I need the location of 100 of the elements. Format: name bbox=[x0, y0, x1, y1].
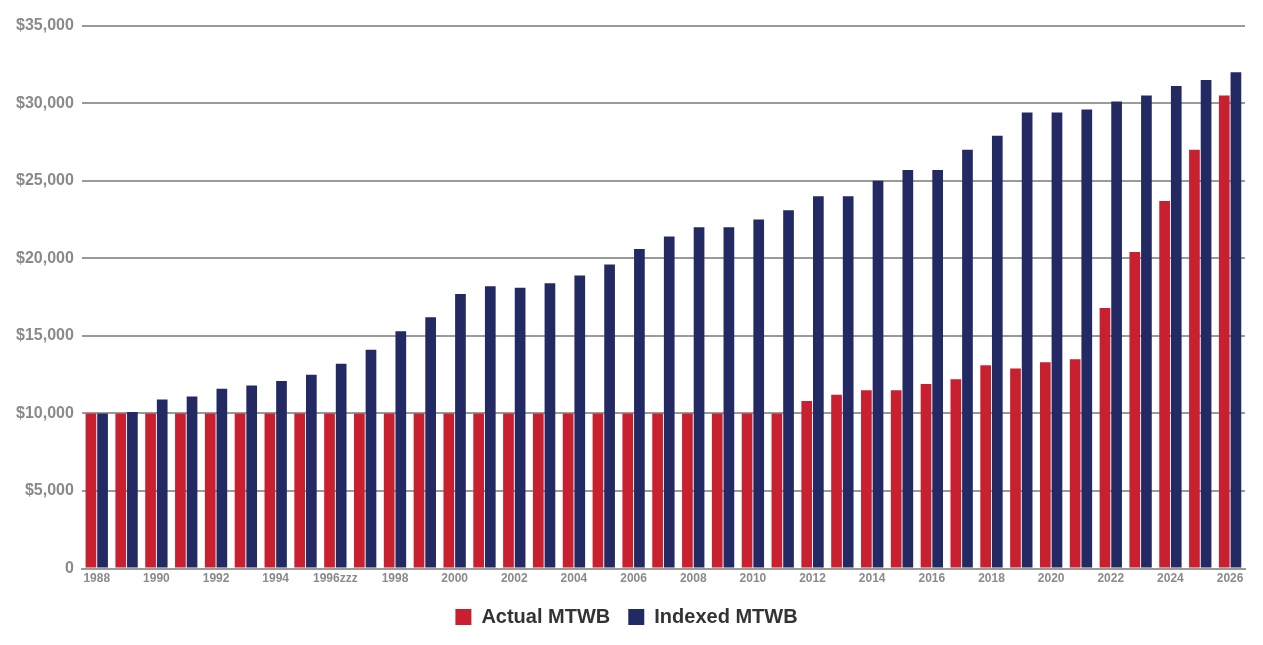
bar bbox=[455, 294, 466, 568]
bar bbox=[204, 413, 216, 568]
x-tick-label: 2014 bbox=[858, 571, 886, 586]
legend-label: Indexed MTWB bbox=[654, 604, 798, 627]
bar bbox=[514, 287, 526, 568]
x-tick-label: 2024 bbox=[1157, 571, 1185, 586]
bar bbox=[294, 413, 306, 568]
bar bbox=[622, 413, 634, 568]
y-tick-label: $25,000 bbox=[15, 171, 74, 189]
x-tick-label: 2020 bbox=[1037, 571, 1065, 586]
bar bbox=[324, 413, 335, 568]
bar bbox=[950, 379, 962, 568]
bar bbox=[413, 413, 425, 568]
x-tick-label: 1996zzz bbox=[312, 571, 358, 586]
bar bbox=[682, 413, 693, 568]
bar bbox=[890, 390, 902, 568]
bar bbox=[1129, 252, 1141, 568]
y-tick-label: $30,000 bbox=[15, 93, 74, 111]
bar bbox=[395, 331, 407, 568]
bar bbox=[1218, 95, 1230, 568]
bar bbox=[723, 227, 735, 568]
bar bbox=[604, 264, 615, 568]
x-tick-label: 1988 bbox=[83, 571, 111, 586]
y-tick-label: $10,000 bbox=[15, 403, 74, 421]
bar bbox=[1010, 368, 1021, 568]
x-tick-label: 2006 bbox=[620, 571, 648, 586]
bar bbox=[354, 413, 365, 568]
x-tick-label: 2022 bbox=[1097, 571, 1125, 586]
bar bbox=[443, 413, 455, 568]
bar bbox=[902, 169, 914, 568]
bar bbox=[1189, 149, 1200, 568]
bar bbox=[861, 390, 872, 568]
y-tick-label: 0 bbox=[64, 559, 74, 577]
bar bbox=[663, 236, 675, 568]
x-tick-label: 2002 bbox=[500, 571, 528, 586]
bar bbox=[872, 180, 884, 568]
bar bbox=[562, 413, 574, 568]
x-tick-label: 1998 bbox=[381, 571, 409, 586]
bar bbox=[115, 413, 127, 568]
bar bbox=[1069, 359, 1081, 568]
bar bbox=[741, 413, 753, 568]
bar bbox=[1141, 95, 1152, 568]
bar bbox=[264, 413, 276, 568]
bar bbox=[484, 286, 496, 568]
x-tick-label: 2016 bbox=[918, 571, 946, 586]
bar bbox=[962, 149, 973, 568]
bar bbox=[991, 135, 1003, 568]
bar bbox=[276, 380, 287, 568]
bar bbox=[1170, 86, 1182, 568]
y-tick-label: $5,000 bbox=[24, 481, 74, 499]
bar bbox=[216, 388, 228, 568]
bar bbox=[85, 413, 97, 568]
x-tick-label: 1992 bbox=[202, 571, 230, 586]
bar bbox=[503, 413, 514, 568]
y-tick-label: $20,000 bbox=[15, 248, 74, 266]
x-tick-label: 2000 bbox=[441, 571, 469, 586]
bar bbox=[932, 169, 944, 568]
bar bbox=[813, 196, 824, 568]
x-tick-label: 2012 bbox=[799, 571, 827, 586]
bar bbox=[532, 413, 544, 568]
bar bbox=[97, 413, 108, 568]
x-tick-label: 1990 bbox=[143, 571, 171, 586]
bar bbox=[693, 227, 705, 568]
bar bbox=[1111, 101, 1122, 568]
y-tick-label: $35,000 bbox=[15, 16, 74, 34]
bar bbox=[246, 385, 258, 568]
bar bbox=[473, 413, 484, 568]
bar bbox=[1099, 307, 1111, 568]
bar bbox=[305, 374, 317, 568]
bar bbox=[634, 249, 645, 568]
y-tick-label: $15,000 bbox=[15, 326, 74, 344]
bar bbox=[711, 413, 723, 568]
bar bbox=[831, 394, 842, 568]
bar bbox=[652, 413, 663, 568]
bar bbox=[783, 210, 794, 568]
x-tick-label: 2018 bbox=[978, 571, 1006, 586]
legend-label: Actual MTWB bbox=[481, 604, 611, 627]
bar bbox=[544, 283, 556, 568]
x-tick-label: 1994 bbox=[262, 571, 290, 586]
bar bbox=[1081, 109, 1093, 568]
bar bbox=[842, 196, 854, 568]
bar bbox=[592, 413, 604, 568]
bar bbox=[234, 413, 246, 568]
bar bbox=[980, 365, 992, 568]
bar bbox=[145, 413, 156, 568]
bar bbox=[1159, 200, 1170, 568]
bar bbox=[1039, 362, 1051, 568]
bar bbox=[156, 399, 168, 568]
bar bbox=[801, 401, 813, 568]
bar bbox=[1051, 112, 1063, 568]
x-tick-label: 2010 bbox=[739, 571, 767, 586]
bar bbox=[1230, 72, 1242, 568]
bar bbox=[574, 275, 586, 568]
bar bbox=[175, 413, 186, 568]
bar bbox=[771, 413, 783, 568]
bar bbox=[920, 383, 932, 568]
x-tick-label: 2026 bbox=[1216, 571, 1244, 586]
x-tick-label: 2008 bbox=[679, 571, 707, 586]
bar bbox=[383, 413, 395, 568]
bar bbox=[365, 349, 377, 568]
